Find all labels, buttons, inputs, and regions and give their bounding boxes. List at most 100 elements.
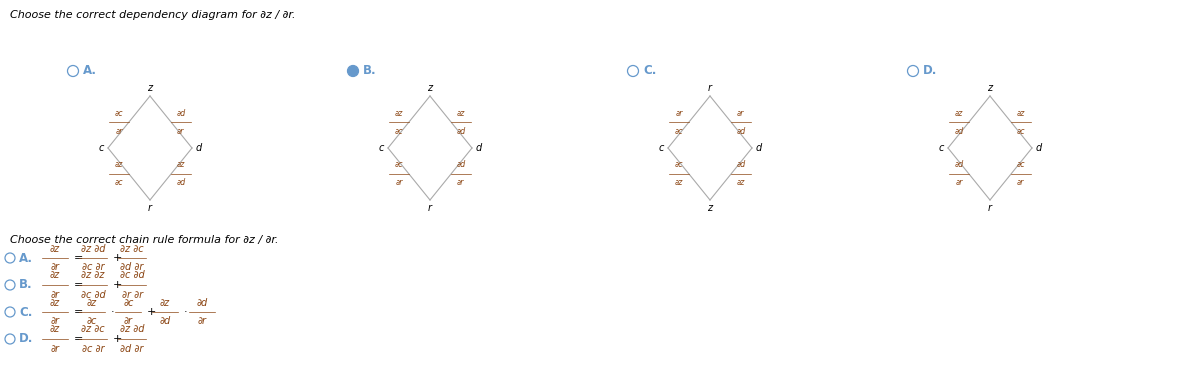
Text: ∂c ∂d: ∂c ∂d [120,271,144,280]
Text: c: c [938,143,944,153]
Text: ∂z: ∂z [676,178,683,187]
Text: A.: A. [19,251,34,265]
Text: ∂r: ∂r [457,178,464,187]
Text: ∂r: ∂r [955,178,962,187]
Text: ∂c: ∂c [674,127,684,135]
Text: ∂r: ∂r [50,344,60,353]
Text: ∂d: ∂d [176,108,186,118]
Text: =: = [74,253,83,263]
Text: ∂r: ∂r [50,290,60,299]
Text: +: + [148,307,156,317]
Text: z: z [148,83,152,93]
Text: z: z [427,83,432,93]
Text: ∂d: ∂d [736,161,745,169]
Text: +: + [113,280,122,290]
Text: ∂r: ∂r [124,316,133,327]
Circle shape [5,334,14,344]
Circle shape [5,280,14,290]
Text: ∂z ∂z: ∂z ∂z [82,271,104,280]
Text: ∂z: ∂z [955,108,964,118]
Text: c: c [98,143,104,153]
Text: C.: C. [19,305,32,319]
Text: d: d [1036,143,1043,153]
Text: ∂r: ∂r [115,127,122,135]
Circle shape [907,65,918,76]
Text: z: z [988,83,992,93]
Text: ∂z: ∂z [160,297,170,307]
Text: ∂z: ∂z [1016,108,1025,118]
Text: =: = [74,307,83,317]
Text: c: c [379,143,384,153]
Text: ∂d: ∂d [176,178,186,187]
Text: ∂c: ∂c [395,127,403,135]
Text: ∂z: ∂z [50,243,60,254]
Text: =: = [74,334,83,344]
Text: d: d [196,143,203,153]
Text: ∂z ∂d: ∂z ∂d [120,324,144,335]
Text: ∂r: ∂r [737,108,744,118]
Text: ∂z: ∂z [395,108,403,118]
Text: r: r [148,203,152,213]
Text: ∂d: ∂d [456,161,466,169]
Text: r: r [708,83,712,93]
Text: ∂z: ∂z [50,271,60,280]
Text: ∂r: ∂r [1018,178,1025,187]
Text: ∂r: ∂r [50,262,60,273]
Text: ∂r: ∂r [396,178,403,187]
Circle shape [5,253,14,263]
Text: ∂z: ∂z [457,108,464,118]
Text: ∂z: ∂z [50,297,60,307]
Text: B.: B. [19,279,32,291]
Circle shape [348,65,359,76]
Text: ∂r: ∂r [50,316,60,327]
Text: r: r [428,203,432,213]
Text: ·: · [184,307,187,317]
Text: r: r [988,203,992,213]
Text: ∂c: ∂c [395,161,403,169]
Circle shape [5,307,14,317]
Text: D.: D. [923,65,937,77]
Text: ∂z: ∂z [176,161,185,169]
Text: ∂d: ∂d [196,297,208,307]
Text: B.: B. [364,65,377,77]
Text: ∂r: ∂r [197,316,206,327]
Text: ∂d: ∂d [160,316,170,327]
Text: ∂z: ∂z [86,297,97,307]
Text: d: d [756,143,762,153]
Text: ∂z ∂c: ∂z ∂c [82,324,104,335]
Text: ∂z ∂c: ∂z ∂c [120,243,144,254]
Text: ∂d ∂r: ∂d ∂r [120,344,144,353]
Text: Choose the correct dependency diagram for ∂z / ∂r.: Choose the correct dependency diagram fo… [10,10,295,20]
Text: ∂c: ∂c [115,178,124,187]
Text: ∂c ∂d: ∂c ∂d [80,290,106,299]
Text: ∂r: ∂r [178,127,185,135]
Text: ∂d: ∂d [954,127,964,135]
Text: ∂c: ∂c [1016,161,1025,169]
Text: ∂c: ∂c [1016,127,1025,135]
Text: ∂d: ∂d [954,161,964,169]
Text: d: d [476,143,482,153]
Text: z: z [708,203,713,213]
Text: +: + [113,253,122,263]
Text: ∂z: ∂z [50,324,60,335]
Circle shape [67,65,78,76]
Text: ∂z: ∂z [115,161,124,169]
Text: A.: A. [83,65,97,77]
Text: ∂d: ∂d [736,127,745,135]
Text: ∂c ∂r: ∂c ∂r [82,262,104,273]
Text: ∂d ∂r: ∂d ∂r [120,262,144,273]
Circle shape [628,65,638,76]
Text: ∂c: ∂c [86,316,97,327]
Text: =: = [74,280,83,290]
Text: ∂z ∂d: ∂z ∂d [80,243,106,254]
Text: C.: C. [643,65,656,77]
Text: ∂z: ∂z [737,178,745,187]
Text: ∂c: ∂c [674,161,684,169]
Text: ∂r: ∂r [676,108,683,118]
Text: ∂c: ∂c [124,297,133,307]
Text: ∂r ∂r: ∂r ∂r [121,290,143,299]
Text: ∂d: ∂d [456,127,466,135]
Text: c: c [659,143,664,153]
Text: ∂c ∂r: ∂c ∂r [82,344,104,353]
Text: ·: · [110,307,114,317]
